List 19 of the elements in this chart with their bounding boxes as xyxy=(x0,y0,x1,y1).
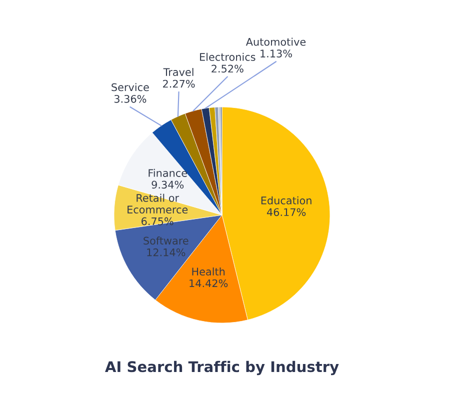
slice-label: Electronics xyxy=(200,52,256,61)
data-label: 2.52% xyxy=(212,64,244,73)
data-label: 14.42% xyxy=(190,279,228,288)
slice-label: Health xyxy=(192,267,225,276)
data-label: 3.36% xyxy=(114,94,146,103)
slice-label: Software xyxy=(144,236,188,245)
slice-label: Retail or Ecommerce xyxy=(128,194,188,214)
slice-label: Automotive xyxy=(246,38,306,46)
slice-label: Finance xyxy=(148,168,187,177)
data-label: 12.14% xyxy=(147,248,186,256)
text: AI Search Traffic by Industry xyxy=(105,360,339,376)
slice-label: Education xyxy=(261,196,312,204)
data-label: 1.13% xyxy=(260,50,292,58)
data-label: 6.75% xyxy=(142,217,174,226)
slice-label: Service xyxy=(112,83,149,92)
data-label: 46.17% xyxy=(266,208,306,216)
data-label: 2.27% xyxy=(163,80,195,88)
data-label: 9.34% xyxy=(152,180,184,189)
slice-label: Travel xyxy=(163,68,194,76)
